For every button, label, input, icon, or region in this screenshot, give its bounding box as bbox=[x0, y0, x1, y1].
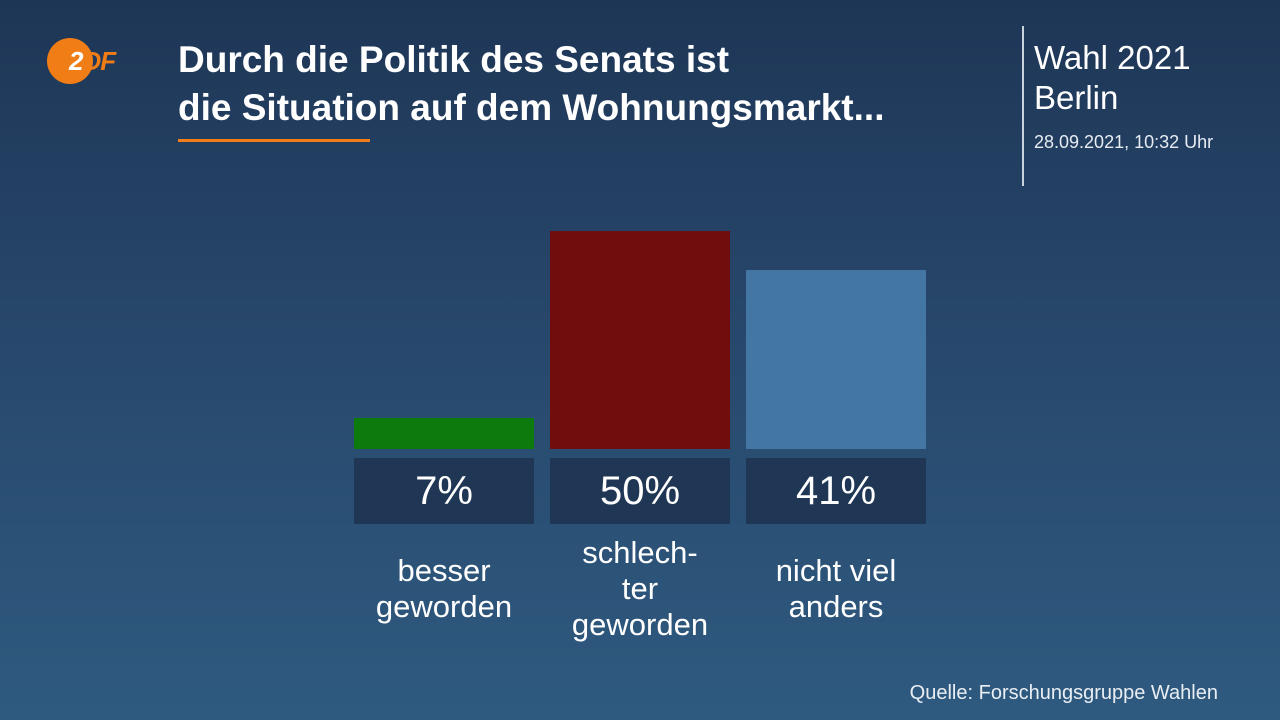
zdf-logo-circle bbox=[47, 38, 93, 84]
category-label-3: nicht viel anders bbox=[775, 553, 897, 624]
zdf-logo: 2DF bbox=[47, 38, 135, 84]
title-underline bbox=[178, 139, 370, 142]
value-label-1: 7% bbox=[354, 458, 534, 524]
value-label-3: 41% bbox=[746, 458, 926, 524]
bar-2 bbox=[550, 231, 730, 449]
timestamp: 28.09.2021, 10:32 Uhr bbox=[1034, 132, 1214, 152]
value-label-2: 50% bbox=[550, 458, 730, 524]
chart-title-line2: die Situation auf dem Wohnungsmarkt... bbox=[178, 87, 885, 128]
category-label-1: besser geworden bbox=[375, 553, 513, 624]
header-divider bbox=[1022, 26, 1024, 186]
bar-1 bbox=[354, 418, 534, 449]
chart-title: Durch die Politik des Senats ist die Sit… bbox=[178, 36, 998, 132]
zdf-logo-text: 2DF bbox=[69, 46, 116, 76]
election-region: Berlin bbox=[1034, 79, 1119, 116]
source-note: Quelle: Forschungsgruppe Wahlen bbox=[909, 682, 1218, 704]
bar-3 bbox=[746, 270, 926, 449]
category-label-2: schlech- ter geworden bbox=[571, 535, 709, 642]
election-title: Wahl 2021 bbox=[1034, 39, 1191, 76]
chart-title-line1: Durch die Politik des Senats ist bbox=[178, 39, 730, 80]
